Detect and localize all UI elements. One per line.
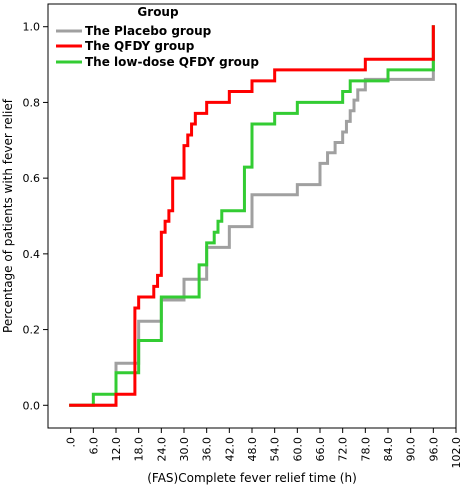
- x-tick-label: 18.0: [133, 437, 146, 462]
- x-axis-title: (FAS)Complete fever relief time (h): [147, 471, 357, 485]
- y-tick-label: 0.6: [23, 172, 41, 185]
- series-layer: [69, 25, 435, 407]
- x-tick-label: 78.0: [359, 437, 372, 462]
- x-tick-label: 30.0: [178, 437, 191, 462]
- legend-item-placebo: The Placebo group: [56, 24, 212, 38]
- series-line-low-dose-qfdy: [69, 25, 435, 407]
- y-axis-title: Percentage of patients with fever relief: [1, 98, 15, 333]
- series-line-placebo: [69, 25, 435, 407]
- x-tick-label: 96.0: [427, 437, 440, 462]
- series-line-qfdy: [69, 25, 435, 407]
- y-tick-label: 0.2: [23, 324, 41, 337]
- x-tick-label: 54.0: [269, 437, 282, 462]
- x-axis: .0 6.0 12.0 18.0 24.0 30.0 36.0 42.0 48.0 54.0 60.…: [65, 428, 460, 469]
- legend-item-qfdy: The QFDY group: [56, 39, 195, 53]
- legend-item-low-dose-qfdy: The low-dose QFDY group: [56, 55, 259, 69]
- x-tick-label: 90.0: [405, 437, 418, 462]
- y-axis: 0.0 0.2 0.4 0.6 0.8 1.0: [23, 21, 48, 412]
- x-tick-label: 48.0: [246, 437, 259, 462]
- x-tick-label: 72.0: [337, 437, 350, 462]
- x-tick-label: 60.0: [291, 437, 304, 462]
- legend-label-placebo: The Placebo group: [85, 24, 212, 38]
- x-tick-label: .0: [65, 437, 78, 448]
- x-tick-label: 12.0: [110, 437, 123, 462]
- x-tick-label: 42.0: [223, 437, 236, 462]
- x-tick-label: 36.0: [201, 437, 214, 462]
- legend: Group The Placebo group The QFDY group T…: [56, 5, 259, 69]
- y-tick-label: 0.4: [23, 248, 41, 261]
- legend-label-low-dose-qfdy: The low-dose QFDY group: [85, 55, 259, 69]
- x-tick-label: 24.0: [155, 437, 168, 462]
- x-tick-label: 102.0: [450, 437, 460, 469]
- y-tick-label: 0.0: [23, 399, 41, 412]
- x-tick-label: 6.0: [87, 437, 100, 455]
- legend-title: Group: [137, 5, 179, 19]
- y-tick-label: 0.8: [23, 96, 41, 109]
- x-tick-label: 84.0: [382, 437, 395, 462]
- x-tick-label: 66.0: [314, 437, 327, 462]
- legend-label-qfdy: The QFDY group: [85, 39, 195, 53]
- y-tick-label: 1.0: [23, 21, 41, 34]
